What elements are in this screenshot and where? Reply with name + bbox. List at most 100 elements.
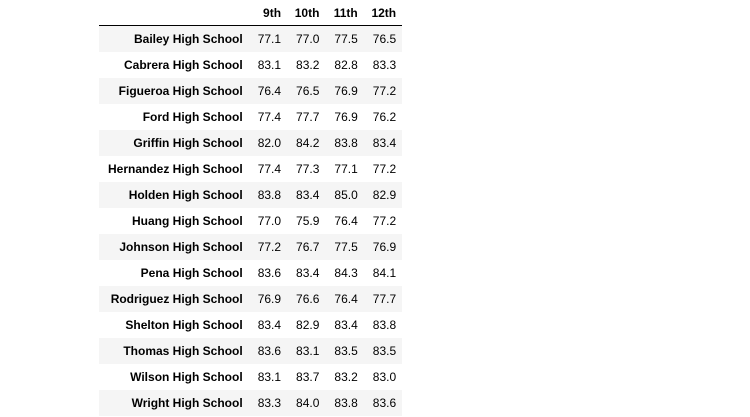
table-cell: 83.1 (296, 343, 320, 358)
row-index-label: Johnson High School (119, 239, 243, 254)
table-cell: 76.2 (372, 109, 397, 124)
table-cell: 76.5 (296, 83, 320, 98)
table-cell: 77.4 (257, 109, 282, 124)
table-cell: 77.2 (372, 83, 397, 98)
table-row: Hernandez High School 77.4 77.3 77.1 77.2 (99, 155, 403, 182)
table-cell: 76.9 (334, 83, 358, 98)
index-header (99, 0, 248, 26)
row-index-label: Wilson High School (130, 369, 243, 384)
table-row: Figueroa High School 76.4 76.5 76.9 77.2 (99, 77, 403, 104)
table-cell: 77.2 (372, 213, 397, 228)
table-cell: 76.9 (372, 239, 397, 254)
table-cell: 82.9 (372, 187, 397, 202)
dataframe-output: 9th 10th 11th 12th Bailey High School 77.… (99, 0, 403, 416)
table-cell: 76.9 (257, 291, 282, 306)
column-header-10th: 10th (286, 0, 325, 26)
table-cell: 82.0 (257, 135, 282, 150)
column-header-11th: 11th (324, 0, 363, 26)
table-cell: 83.5 (334, 343, 358, 358)
table-row: Wright High School 83.3 84.0 83.8 83.6 (99, 389, 403, 416)
table-cell: 77.4 (257, 161, 282, 176)
table-cell: 83.8 (334, 135, 358, 150)
row-index-label: Griffin High School (133, 135, 243, 150)
table-header: 9th 10th 11th 12th (99, 0, 403, 26)
table-cell: 84.3 (334, 265, 358, 280)
table-cell: 76.9 (334, 109, 358, 124)
table-cell: 76.4 (334, 291, 358, 306)
table-cell: 83.1 (257, 57, 282, 72)
column-header-12th: 12th (362, 0, 403, 26)
table-cell: 77.5 (334, 31, 358, 46)
table-row: Rodriguez High School 76.9 76.6 76.4 77.7 (99, 285, 403, 312)
table-cell: 83.8 (334, 395, 358, 410)
table-row: Holden High School 83.8 83.4 85.0 82.9 (99, 181, 403, 208)
table-cell: 76.4 (334, 213, 358, 228)
row-index-label: Holden High School (128, 187, 243, 202)
table-cell: 83.0 (372, 369, 397, 384)
row-index-label: Rodriguez High School (110, 291, 243, 306)
table-cell: 83.4 (296, 187, 320, 202)
table-cell: 77.2 (372, 161, 397, 176)
table-row: Shelton High School 83.4 82.9 83.4 83.8 (99, 311, 403, 338)
table-cell: 77.7 (372, 291, 397, 306)
table-row: Wilson High School 83.1 83.7 83.2 83.0 (99, 363, 403, 390)
row-index-label: Thomas High School (123, 343, 243, 358)
column-header-9th: 9th (247, 0, 287, 26)
table-cell: 77.3 (296, 161, 320, 176)
table-cell: 83.3 (372, 57, 397, 72)
table-row: Thomas High School 83.6 83.1 83.5 83.5 (99, 337, 403, 364)
table-cell: 83.8 (257, 187, 282, 202)
table-cell: 83.6 (372, 395, 397, 410)
row-index-label: Ford High School (142, 109, 243, 124)
table-cell: 77.5 (334, 239, 358, 254)
table-cell: 76.7 (296, 239, 320, 254)
row-index-label: Huang High School (132, 213, 243, 228)
table-cell: 77.0 (296, 31, 320, 46)
table-row: Johnson High School 77.2 76.7 77.5 76.9 (99, 233, 403, 260)
row-index-label: Shelton High School (125, 317, 243, 332)
table-cell: 76.6 (296, 291, 320, 306)
row-index-label: Bailey High School (134, 31, 243, 46)
table-cell: 84.2 (296, 135, 320, 150)
table-cell: 82.8 (334, 57, 358, 72)
table-cell: 85.0 (334, 187, 358, 202)
table-cell: 83.2 (334, 369, 358, 384)
table-cell: 84.1 (372, 265, 397, 280)
table-row: Pena High School 83.6 83.4 84.3 84.1 (99, 259, 403, 286)
table-cell: 83.6 (257, 265, 282, 280)
header-row: 9th 10th 11th 12th (99, 0, 403, 26)
table-row: Cabrera High School 83.1 83.2 82.8 83.3 (99, 51, 403, 78)
table-cell: 75.9 (296, 213, 320, 228)
table-cell: 83.4 (334, 317, 358, 332)
table-row: Ford High School 77.4 77.7 76.9 76.2 (99, 103, 403, 130)
table-row: Griffin High School 82.0 84.2 83.8 83.4 (99, 129, 403, 156)
table-cell: 77.1 (334, 161, 358, 176)
table-cell: 83.8 (372, 317, 397, 332)
table-cell: 82.9 (296, 317, 320, 332)
table-row: Huang High School 77.0 75.9 76.4 77.2 (99, 207, 403, 234)
row-index-label: Wright High School (131, 395, 243, 410)
table-cell: 83.1 (257, 369, 282, 384)
table-cell: 83.6 (257, 343, 282, 358)
table-cell: 83.4 (257, 317, 282, 332)
table-cell: 76.4 (257, 83, 282, 98)
row-index-label: Cabrera High School (124, 57, 243, 72)
table-cell: 77.0 (257, 213, 282, 228)
table-row: Bailey High School 77.1 77.0 77.5 76.5 (99, 25, 403, 52)
table-cell: 84.0 (296, 395, 320, 410)
table-cell: 83.3 (257, 395, 282, 410)
table-cell: 83.4 (296, 265, 320, 280)
row-index-label: Pena High School (140, 265, 243, 280)
table-cell: 77.7 (296, 109, 320, 124)
row-index-label: Hernandez High School (108, 161, 243, 176)
table-cell: 76.5 (372, 31, 397, 46)
table-cell: 83.7 (296, 369, 320, 384)
table-cell: 83.2 (296, 57, 320, 72)
table-cell: 77.2 (257, 239, 282, 254)
scores-by-grade-table: 9th 10th 11th 12th Bailey High School 77.… (99, 0, 403, 416)
row-index-label: Figueroa High School (118, 83, 243, 98)
table-cell: 77.1 (257, 31, 282, 46)
table-cell: 83.5 (372, 343, 397, 358)
table-body: Bailey High School 77.1 77.0 77.5 76.5 Cabrer… (99, 25, 403, 416)
table-cell: 83.4 (372, 135, 397, 150)
